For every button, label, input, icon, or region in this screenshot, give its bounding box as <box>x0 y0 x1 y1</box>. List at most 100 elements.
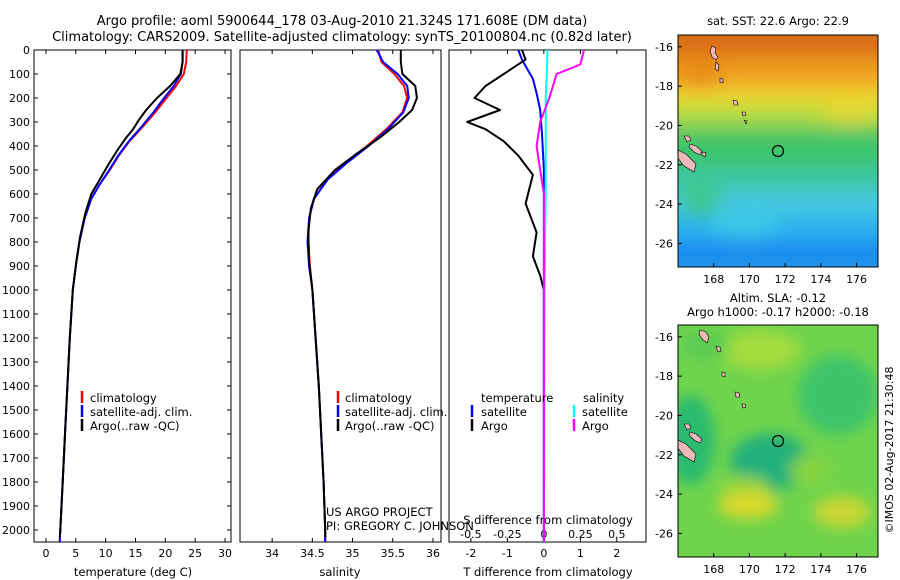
y-tick-label: 1500 <box>2 404 30 417</box>
temperature-legend: climatology satellite-adj. clim. Argo(..… <box>80 391 192 433</box>
y-tick-label: 600 <box>9 188 30 201</box>
sla-argo-marker <box>771 434 785 448</box>
legend-argo: Argo(..raw -QC) <box>90 419 180 433</box>
map-x-tick-label: 176 <box>846 273 867 286</box>
x-tick-label: 36 <box>426 547 440 560</box>
sal-legend-satellite: satellite-adj. clim. <box>345 405 447 419</box>
series-temperature-argo <box>466 49 545 542</box>
project-credit: US ARGO PROJECT <box>326 505 434 519</box>
sst-map-axes: 168 170 172 174 176 -16 -18 -20 -22 -24 -26 <box>655 41 867 286</box>
x-tick-label: 34.5 <box>300 547 325 560</box>
y-tick-label: 1900 <box>2 500 30 513</box>
y-tick-label: 800 <box>9 236 30 249</box>
map-x-tick-label: 168 <box>703 563 724 576</box>
sst-map: sat. SST: 22.6 Argo: 22.9 <box>655 14 879 286</box>
x-tick-label: 1 <box>577 547 584 560</box>
y-tick-label: 1200 <box>2 332 30 345</box>
s-tick-label: 0.25 <box>568 528 593 541</box>
x-tick-label: 0 <box>540 547 547 560</box>
map-x-tick-label: 172 <box>775 273 796 286</box>
sla-map-frame <box>677 324 879 558</box>
salinity-series <box>306 49 418 542</box>
difference-s-label: S difference from climatology <box>463 513 633 527</box>
map-x-tick-label: 174 <box>810 563 831 576</box>
series-climatology <box>58 49 188 543</box>
series-satellite <box>58 50 184 543</box>
map-y-tick-label: -16 <box>655 41 673 54</box>
x-tick-label: 20 <box>158 547 172 560</box>
x-tick-label: 0 <box>42 547 49 560</box>
sst-map-frame <box>677 34 879 268</box>
diff-legend-t-sat: satellite <box>481 405 527 419</box>
x-tick-label: -1 <box>502 547 513 560</box>
difference-legend: temperature satellite Argo salinity sate… <box>470 391 628 433</box>
map-y-tick-label: -24 <box>655 488 673 501</box>
s-tick-label: -0.5 <box>460 528 481 541</box>
sal-legend-climatology: climatology <box>345 391 412 405</box>
y-tick-label: 1400 <box>2 380 30 393</box>
imos-stamp: ©IMOS 02-Aug-2017 21:30:48 <box>883 367 896 534</box>
s-tick-label: -0.25 <box>493 528 521 541</box>
temperature-plot-frame <box>33 49 232 543</box>
map-y-tick-label: -26 <box>655 237 673 250</box>
map-x-tick-label: 174 <box>810 273 831 286</box>
series-argo <box>307 50 418 538</box>
series-argo <box>58 50 184 538</box>
x-tick-label: 34 <box>265 547 279 560</box>
sst-map-field <box>678 35 878 267</box>
diff-legend-s-argo: Argo <box>582 419 609 433</box>
salinity-xlabel: salinity <box>319 565 360 579</box>
y-tick-label: 200 <box>9 92 30 105</box>
legend-temperature-title: temperature <box>481 391 553 405</box>
map-y-tick-label: -22 <box>655 159 673 172</box>
legend-satellite: satellite-adj. clim. <box>90 405 192 419</box>
map-x-tick-label: 168 <box>703 273 724 286</box>
difference-axes: -2 -1 0 1 2-0.5 -0.25 0 0.25 0.5 <box>460 50 626 560</box>
salinity-panel: 34 34.5 35 35.5 36 salinity climatology sate… <box>239 49 474 579</box>
sla-map: Altim. SLA: -0.12 Argo h1000: -0.17 h200… <box>655 291 879 576</box>
sla-map-field <box>678 325 878 557</box>
temperature-axes: 0100200300400500600700800900100011001200… <box>2 44 232 560</box>
x-tick-label: 2 <box>613 547 620 560</box>
map-y-tick-label: -26 <box>655 527 673 540</box>
y-tick-label: 100 <box>9 68 30 81</box>
x-tick-label: 25 <box>188 547 202 560</box>
diff-legend-s-sat: satellite <box>582 405 628 419</box>
temperature-xlabel: temperature (deg C) <box>74 565 192 579</box>
s-tick-label: 0.5 <box>608 528 626 541</box>
x-tick-label: 10 <box>99 547 113 560</box>
sst-map-title: sat. SST: 22.6 Argo: 22.9 <box>707 14 849 28</box>
y-tick-label: 1100 <box>2 308 30 321</box>
x-tick-label: -2 <box>465 547 476 560</box>
sst-argo-marker <box>771 144 785 158</box>
temperature-series <box>58 49 188 543</box>
y-tick-label: 1000 <box>2 284 30 297</box>
series-salinity-argo <box>535 49 585 542</box>
difference-xlabel: T difference from climatology <box>462 565 633 579</box>
map-y-tick-label: -20 <box>655 119 673 132</box>
map-y-tick-label: -20 <box>655 409 673 422</box>
pi-credit: PI: GREGORY C. JOHNSON <box>326 519 474 533</box>
sla-map-axes: 168 170 172 174 176 -16 -18 -20 -22 -24 -26 <box>655 331 867 576</box>
x-tick-label: 15 <box>128 547 142 560</box>
map-x-tick-label: 172 <box>775 563 796 576</box>
diff-legend-t-argo: Argo <box>481 419 508 433</box>
legend-climatology: climatology <box>90 391 157 405</box>
difference-plot-frame <box>448 49 647 543</box>
sal-legend-argo: Argo(..raw -QC) <box>345 419 435 433</box>
map-y-tick-label: -18 <box>655 370 673 383</box>
y-tick-label: 500 <box>9 164 30 177</box>
y-tick-label: 0 <box>23 44 30 57</box>
x-tick-label: 35.5 <box>381 547 406 560</box>
sla-map-title-2: Argo h1000: -0.17 h2000: -0.18 <box>687 305 869 319</box>
x-tick-label: 30 <box>218 547 232 560</box>
y-tick-label: 1700 <box>2 452 30 465</box>
map-y-tick-label: -24 <box>655 198 673 211</box>
y-tick-label: 400 <box>9 140 30 153</box>
map-y-tick-label: -16 <box>655 331 673 344</box>
y-tick-label: 1800 <box>2 476 30 489</box>
salinity-plot-frame <box>239 49 442 543</box>
y-tick-label: 1600 <box>2 428 30 441</box>
map-x-tick-label: 170 <box>739 563 760 576</box>
